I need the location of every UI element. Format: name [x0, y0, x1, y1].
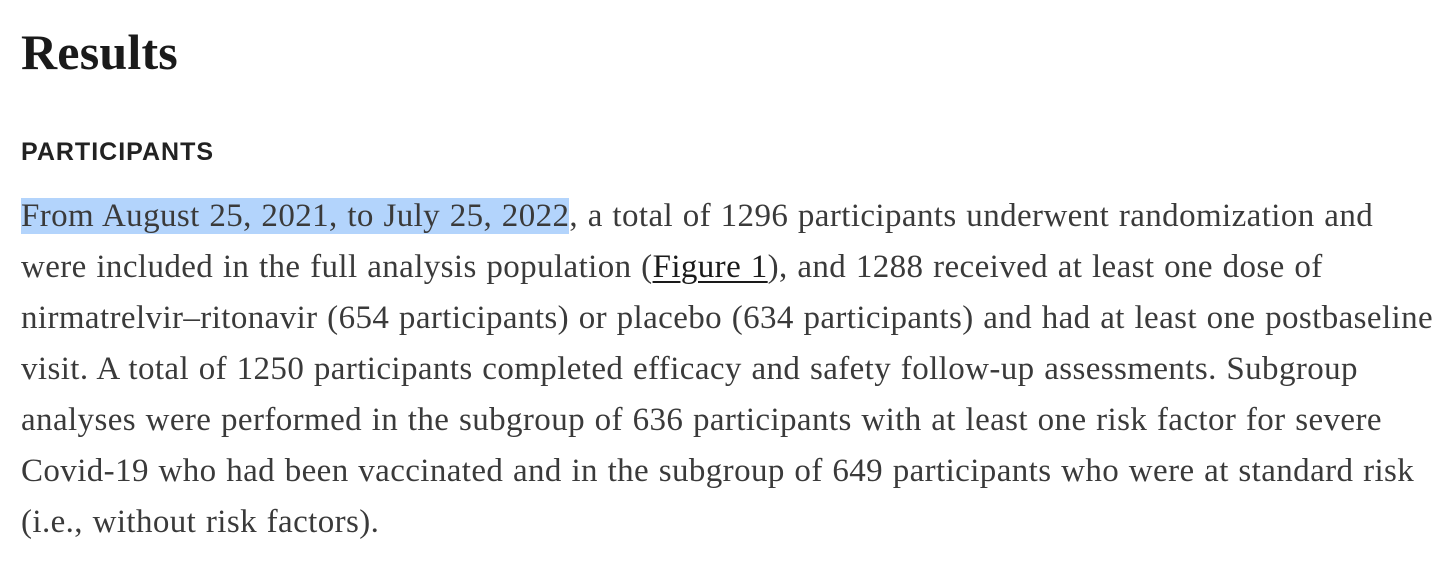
section-title: Results: [21, 24, 178, 80]
participants-paragraph[interactable]: From August 25, 2021, to July 25, 2022, …: [21, 191, 1441, 548]
figure-1-link[interactable]: Figure 1: [652, 249, 768, 285]
selected-text[interactable]: From August 25, 2021, to July 25, 2022: [21, 198, 570, 234]
paragraph-text-part-1: , a total of 1296 participants underwent…: [21, 198, 1374, 285]
paragraph-text-part-2: ), and 1288 received at least one dose o…: [21, 249, 1434, 540]
subsection-title: PARTICIPANTS: [21, 138, 215, 166]
